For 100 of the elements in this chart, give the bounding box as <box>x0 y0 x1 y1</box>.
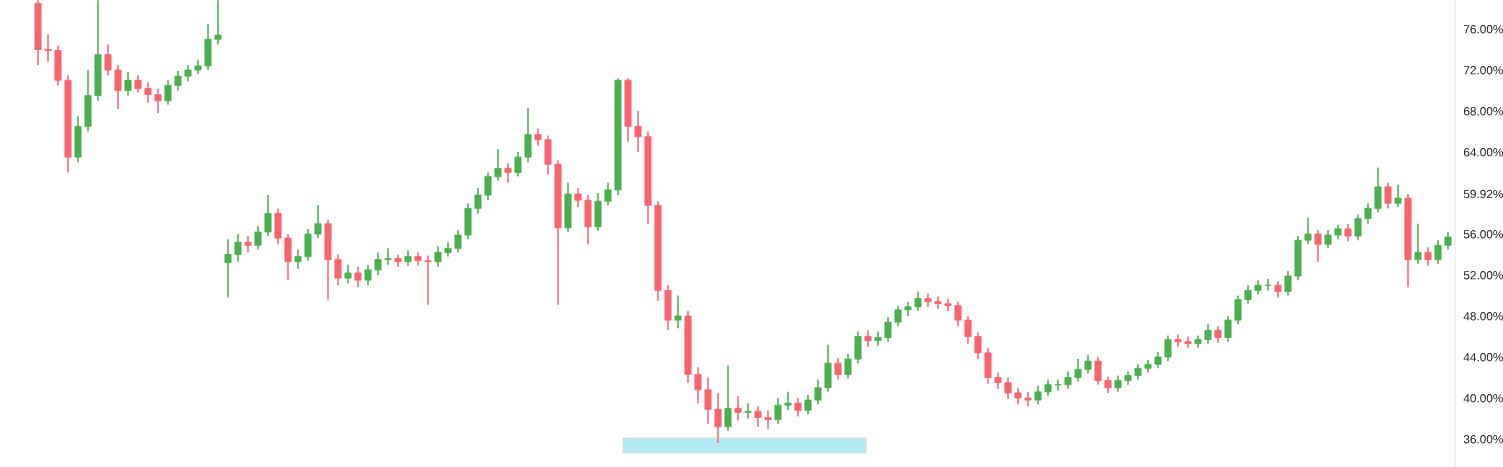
y-tick-label: 52.00% <box>1463 271 1503 280</box>
candlestick <box>154 87 162 114</box>
y-tick-label: 40.00% <box>1463 394 1503 403</box>
candlestick <box>934 295 942 310</box>
candlestick <box>1314 229 1322 263</box>
y-tick-label: 68.00% <box>1463 107 1503 116</box>
candlestick <box>1004 376 1012 400</box>
candlestick <box>1304 216 1312 246</box>
candlestick <box>1034 384 1042 405</box>
candlestick <box>884 316 892 343</box>
y-tick-label: 72.00% <box>1463 66 1503 75</box>
candlestick <box>494 148 502 182</box>
candlestick <box>1424 246 1432 267</box>
candlestick <box>674 294 682 330</box>
candlestick <box>224 238 232 299</box>
candlestick <box>1234 294 1242 325</box>
candlestick <box>1174 333 1182 348</box>
y-tick-label: 48.00% <box>1463 312 1503 321</box>
candlestick <box>384 247 392 266</box>
candlestick <box>1384 181 1392 210</box>
candlestick <box>294 248 302 270</box>
candlestick <box>1284 270 1292 297</box>
candlestick <box>604 181 612 207</box>
candlestick <box>504 162 512 184</box>
candlestick <box>164 79 172 106</box>
candlestick <box>1224 315 1232 343</box>
candlestick <box>114 64 122 110</box>
y-tick-label: 44.00% <box>1463 353 1503 362</box>
candlestick <box>44 33 52 63</box>
candlestick <box>794 397 802 418</box>
candlestick <box>234 233 242 263</box>
candlestick <box>424 254 432 306</box>
candlestick <box>1024 391 1032 407</box>
candlestick <box>284 233 292 281</box>
candlestick <box>1374 166 1382 214</box>
candlestick <box>914 290 922 312</box>
candlestick <box>1084 354 1092 375</box>
candlestick <box>144 81 152 104</box>
y-tick-label: 56.00% <box>1463 230 1503 239</box>
candlestick <box>954 300 962 328</box>
candlestick <box>1324 229 1332 250</box>
candlestick <box>634 110 642 153</box>
candlestick <box>1164 334 1172 362</box>
candlestick <box>1094 356 1102 386</box>
y-tick-label: 36.00% <box>1463 435 1503 444</box>
candlestick <box>754 405 762 428</box>
candlestick <box>484 171 492 201</box>
candlestick <box>814 378 822 405</box>
candlestick <box>434 245 442 268</box>
candlestick <box>254 225 262 251</box>
candlestick <box>344 263 352 284</box>
candlestick <box>524 107 532 164</box>
candlestick <box>1364 202 1372 225</box>
candlestick <box>844 353 852 380</box>
candlestick <box>514 151 522 178</box>
candlestick <box>244 235 252 254</box>
candlestick <box>784 391 792 412</box>
candlestick <box>304 228 312 262</box>
candlestick <box>334 253 342 287</box>
candlestick <box>854 330 862 364</box>
candlestick <box>744 402 752 420</box>
candlestick <box>104 43 112 76</box>
candlestick <box>864 329 872 348</box>
y-tick-label: 64.00% <box>1463 148 1503 157</box>
candlestick <box>734 395 742 422</box>
candlestick <box>924 292 932 308</box>
candlestick <box>214 0 222 46</box>
candlestick <box>1354 213 1362 241</box>
candlestick <box>804 394 812 416</box>
candlestick <box>944 297 952 312</box>
candlestick <box>964 315 972 345</box>
candlestick <box>444 241 452 258</box>
candlestick <box>454 229 462 254</box>
candlestick <box>374 251 382 276</box>
candlestick <box>174 70 182 92</box>
candlestick <box>714 392 722 444</box>
candlestick <box>364 263 372 287</box>
candlestick <box>774 397 782 425</box>
candlestick <box>974 331 982 360</box>
candlestick <box>874 330 882 347</box>
candlestick <box>704 376 712 425</box>
candlestick <box>264 194 272 237</box>
candlestick <box>474 187 482 215</box>
y-tick-label: 76.00% <box>1463 25 1503 34</box>
candlestick <box>314 204 322 239</box>
candlestick <box>1434 239 1442 265</box>
candlestick <box>354 266 362 289</box>
candlestick <box>1244 284 1252 305</box>
candlestick <box>574 187 582 209</box>
candlestick <box>1204 323 1212 345</box>
y-tick-label: 59.92% <box>1463 189 1503 199</box>
candlestick <box>694 366 702 404</box>
candlestick <box>764 409 772 430</box>
candlestick <box>1074 358 1082 383</box>
candlestick <box>834 357 842 381</box>
candlestick <box>1184 335 1192 349</box>
candlestick <box>124 71 132 97</box>
candlestick <box>724 364 732 432</box>
candlestick <box>894 304 902 328</box>
candlestick <box>1414 222 1422 265</box>
